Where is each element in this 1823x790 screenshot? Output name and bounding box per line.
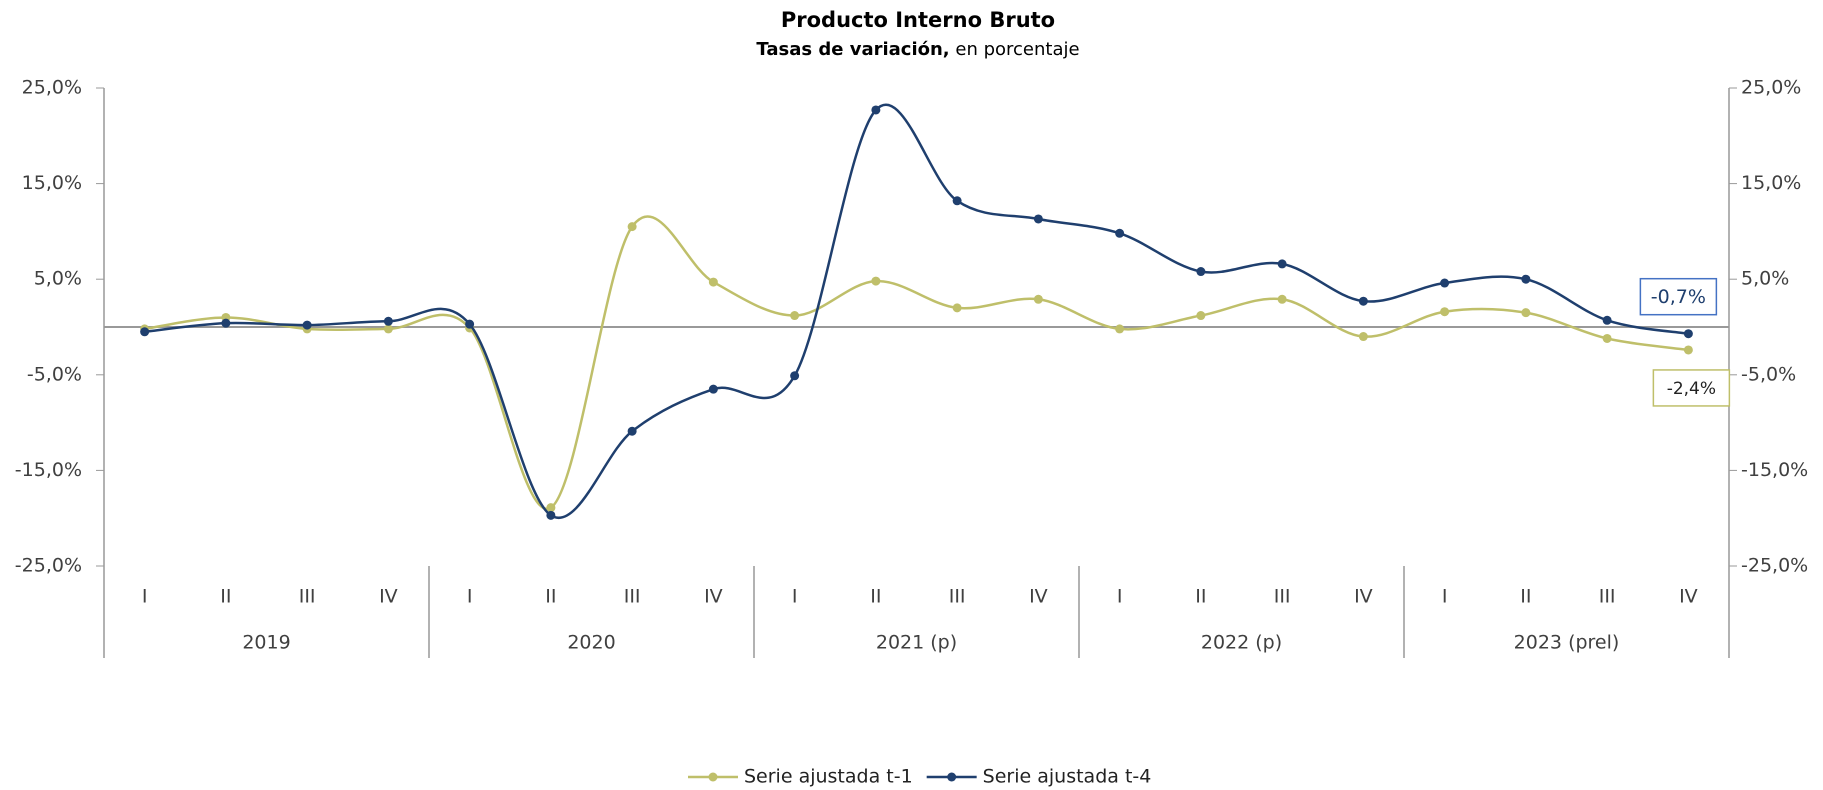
data-point bbox=[1683, 345, 1693, 355]
y-tick-label: 15,0% bbox=[22, 172, 82, 194]
data-point bbox=[1277, 259, 1287, 269]
x-tick-label: II bbox=[545, 586, 556, 608]
data-point bbox=[1358, 332, 1368, 342]
x-tick-label: IV bbox=[704, 586, 723, 608]
data-point bbox=[1602, 333, 1612, 343]
y2-tick-label: 15,0% bbox=[1741, 172, 1801, 194]
data-point bbox=[1115, 228, 1125, 238]
chart-title: Producto Interno Bruto bbox=[781, 8, 1055, 32]
x-tick-label: IV bbox=[1029, 586, 1048, 608]
data-point bbox=[1602, 315, 1612, 325]
data-point bbox=[1033, 214, 1043, 224]
x-tick-label: II bbox=[1520, 586, 1531, 608]
x-tick-label: III bbox=[299, 586, 316, 608]
y2-tick-label: -15,0% bbox=[1741, 459, 1808, 481]
value-label-box bbox=[1652, 369, 1731, 407]
series-line bbox=[144, 215, 1689, 511]
data-point bbox=[1521, 308, 1531, 318]
group-label: 2023 (prel) bbox=[1514, 632, 1620, 654]
subtitle-bold: Tasas de variación, bbox=[756, 39, 949, 60]
data-point bbox=[1358, 296, 1368, 306]
y2-tick-label: 5,0% bbox=[1741, 268, 1789, 290]
x-tick-label: IV bbox=[1679, 586, 1698, 608]
legend-label: Serie ajustada t-1 bbox=[744, 766, 913, 788]
data-point bbox=[383, 324, 393, 334]
group-label: 2020 bbox=[567, 632, 615, 654]
group-label: 2019 bbox=[242, 632, 290, 654]
x-tick-label: III bbox=[1274, 586, 1291, 608]
chart-subtitle: Tasas de variación, en porcentaje bbox=[756, 39, 1079, 60]
data-point bbox=[221, 318, 231, 328]
y-tick-label: 25,0% bbox=[22, 77, 82, 99]
x-tick-label: IV bbox=[1354, 586, 1373, 608]
value-label-box bbox=[1639, 277, 1718, 316]
data-point bbox=[1440, 278, 1450, 288]
data-point bbox=[952, 196, 962, 206]
group-label: 2021 (p) bbox=[876, 632, 957, 654]
data-point bbox=[627, 222, 637, 232]
x-tick-label: I bbox=[1442, 586, 1448, 608]
legend-marker bbox=[947, 772, 957, 782]
x-tick-label: II bbox=[870, 586, 881, 608]
x-tick-label: I bbox=[467, 586, 473, 608]
data-point bbox=[1196, 267, 1206, 277]
data-point bbox=[546, 503, 556, 513]
x-tick-label: I bbox=[142, 586, 148, 608]
x-tick-label: II bbox=[220, 586, 231, 608]
x-tick-label: III bbox=[949, 586, 966, 608]
data-point bbox=[1277, 294, 1287, 304]
value-label: -0,7% bbox=[1651, 286, 1706, 308]
group-label: 2022 (p) bbox=[1201, 632, 1282, 654]
y-tick-label: -15,0% bbox=[15, 459, 82, 481]
data-point bbox=[1033, 294, 1043, 304]
data-point bbox=[383, 316, 393, 326]
x-tick-label: I bbox=[792, 586, 798, 608]
y2-tick-label: -25,0% bbox=[1741, 555, 1808, 577]
y2-tick-label: 25,0% bbox=[1741, 77, 1801, 99]
data-point bbox=[1521, 274, 1531, 284]
data-point bbox=[1196, 311, 1206, 321]
data-point bbox=[627, 426, 637, 436]
data-point bbox=[708, 384, 718, 394]
data-point bbox=[302, 320, 312, 330]
x-tick-label: II bbox=[1195, 586, 1206, 608]
data-point bbox=[790, 311, 800, 321]
y-tick-label: 5,0% bbox=[34, 268, 82, 290]
data-point bbox=[952, 303, 962, 313]
x-tick-label: IV bbox=[379, 586, 398, 608]
subtitle-text: en porcentaje bbox=[955, 39, 1079, 60]
y2-tick-label: -5,0% bbox=[1741, 363, 1796, 385]
data-point bbox=[790, 371, 800, 381]
data-point bbox=[1115, 324, 1125, 334]
data-point bbox=[871, 105, 881, 115]
legend-label: Serie ajustada t-4 bbox=[983, 766, 1152, 788]
data-point bbox=[871, 276, 881, 286]
x-tick-label: I bbox=[1117, 586, 1123, 608]
data-point bbox=[465, 319, 475, 329]
data-point bbox=[1440, 307, 1450, 317]
data-point bbox=[546, 510, 556, 520]
data-point bbox=[708, 277, 718, 287]
y-tick-label: -25,0% bbox=[15, 555, 82, 577]
value-label: -2,4% bbox=[1667, 379, 1716, 399]
y-tick-label: -5,0% bbox=[27, 363, 82, 385]
legend-marker bbox=[708, 772, 718, 782]
data-point bbox=[140, 327, 150, 337]
data-point bbox=[1683, 329, 1693, 339]
x-tick-label: III bbox=[1599, 586, 1616, 608]
x-tick-label: III bbox=[624, 586, 641, 608]
